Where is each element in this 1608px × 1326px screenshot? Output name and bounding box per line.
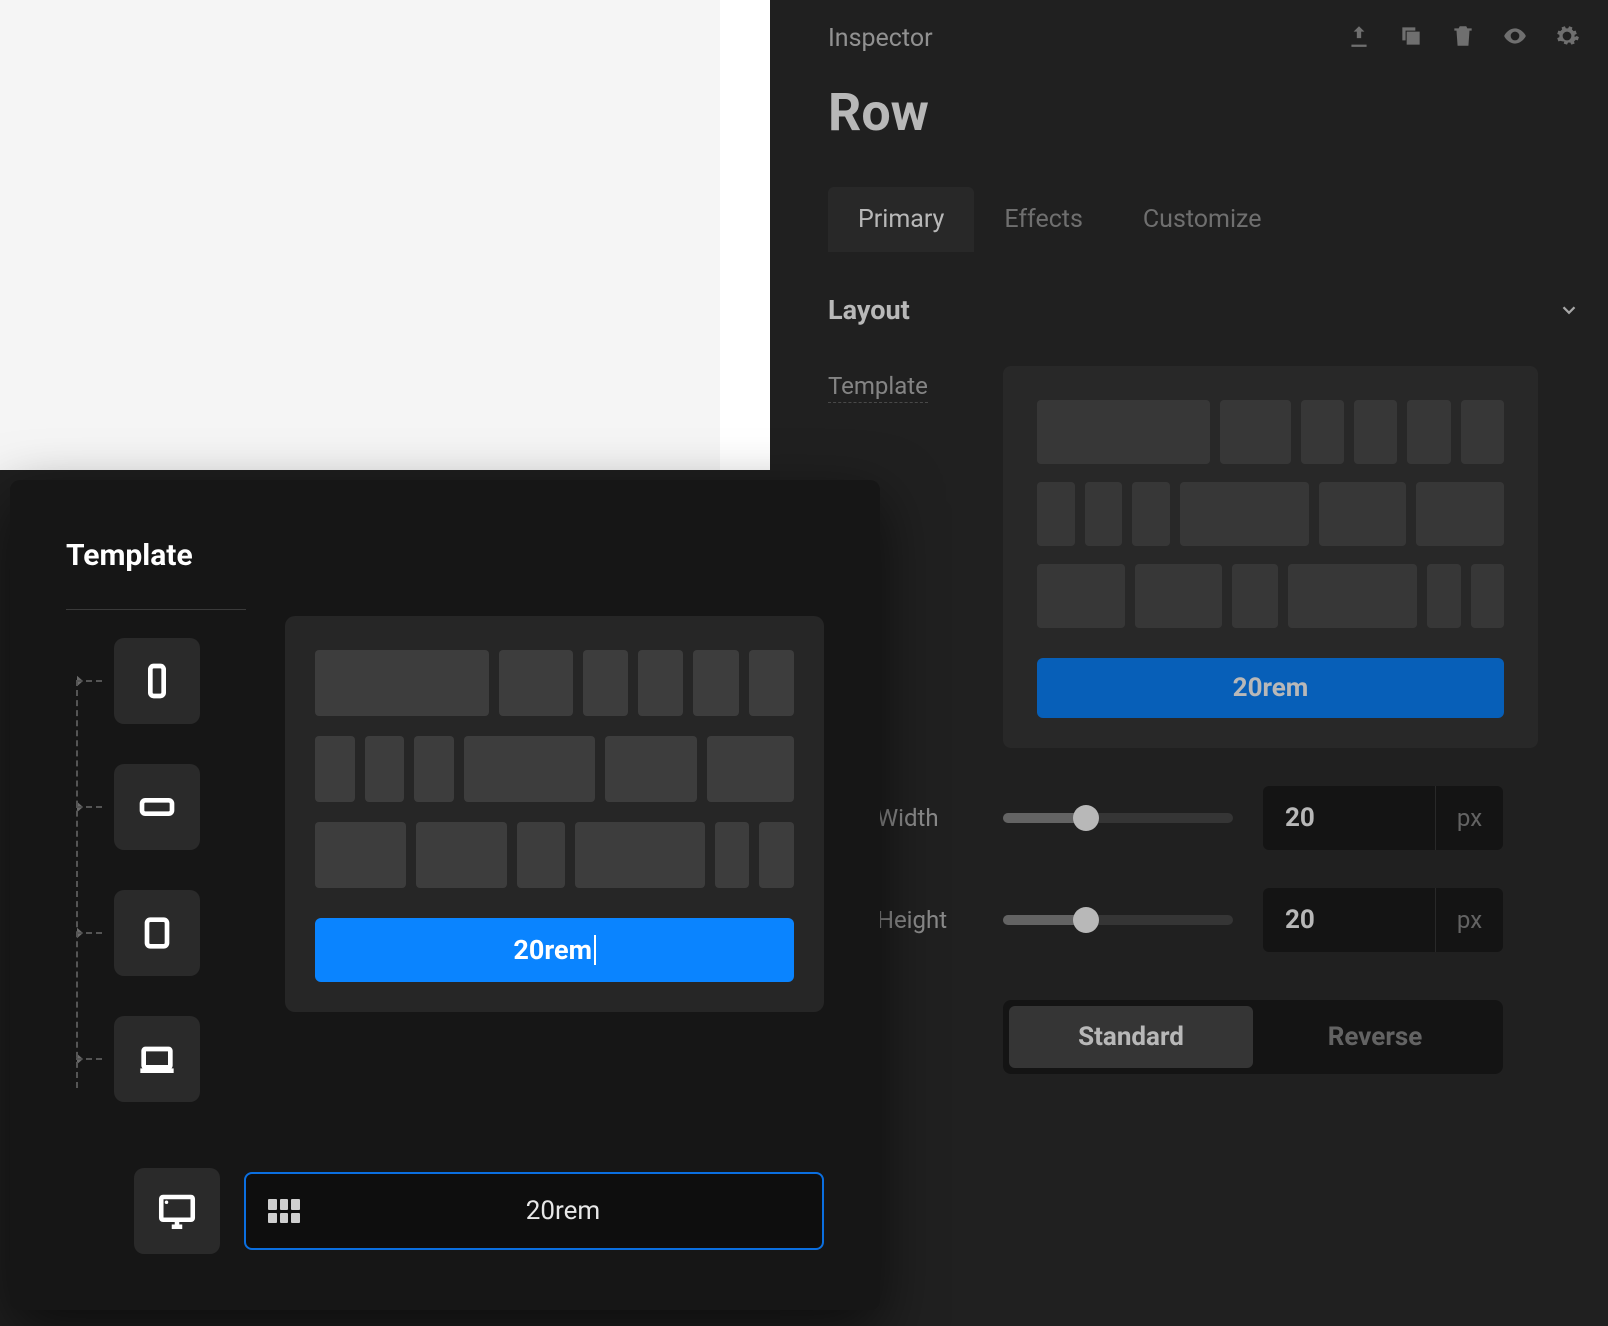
template-cell [315,650,488,716]
template-cell [416,822,507,888]
template-cell [1037,482,1075,546]
template-cell [638,650,683,716]
template-cell [464,736,595,802]
device-laptop[interactable] [114,1016,200,1102]
template-preview[interactable]: 20rem [1003,366,1538,748]
template-cell [693,650,738,716]
gap-height-value: 20 [1263,905,1435,935]
tab-primary[interactable]: Primary [828,187,974,252]
template-cell [1085,482,1123,546]
template-cell [575,822,705,888]
template-cell [605,736,697,802]
template-cell [315,822,406,888]
layout-section: Layout Template 20rem Gap Width 20 px Ga… [828,294,1580,1074]
popup-divider [66,609,246,610]
template-popup: Template [10,480,880,1310]
tab-customize[interactable]: Customize [1113,187,1292,252]
template-cell [365,736,404,802]
template-cell [1427,564,1460,628]
popup-template-preview[interactable]: 20rem [285,616,824,1012]
template-cell [1301,400,1344,464]
template-cell [715,822,750,888]
template-cell [1132,482,1170,546]
popup-template-value: 20rem [315,918,794,982]
inspector-heading: Inspector [828,24,933,53]
template-cell [1037,564,1125,628]
template-label: Template [828,366,928,403]
canvas-area [0,0,770,470]
move-up-icon[interactable] [1346,23,1372,53]
device-phone-landscape[interactable] [114,764,200,850]
gap-width-input[interactable]: 20 px [1263,786,1503,850]
direction-reverse[interactable]: Reverse [1253,1006,1497,1068]
template-cell [707,736,794,802]
inspector-toolbar [1346,23,1580,53]
element-name: Row [828,82,1580,143]
inspector-panel: Inspector Row Primary Effects Customize … [780,0,1608,1326]
popup-title: Template [66,538,824,573]
device-connector-line [76,680,78,1088]
template-cell [759,822,794,888]
current-template-value[interactable]: 20rem [244,1172,824,1250]
layout-section-title: Layout [828,294,910,326]
inspector-tabs: Primary Effects Customize [828,187,1580,252]
template-value: 20rem [1037,658,1504,718]
template-cell [315,736,354,802]
direction-standard[interactable]: Standard [1009,1006,1253,1068]
template-cell [499,650,573,716]
gap-width-unit[interactable]: px [1435,786,1503,850]
trash-icon[interactable] [1450,23,1476,53]
device-phone-portrait[interactable] [114,638,200,724]
device-tablet-portrait[interactable] [114,890,200,976]
template-cell [749,650,794,716]
gap-height-input[interactable]: 20 px [1263,888,1503,952]
template-cell [1416,482,1504,546]
tab-effects[interactable]: Effects [974,187,1113,252]
gap-height-unit[interactable]: px [1435,888,1503,952]
template-cell [1220,400,1291,464]
canvas-edge [720,0,770,470]
template-cell [1135,564,1223,628]
gear-icon[interactable] [1554,23,1580,53]
grid-icon [268,1199,300,1223]
template-cell [1461,400,1504,464]
current-value-text: 20rem [326,1196,800,1226]
eye-icon[interactable] [1502,23,1528,53]
template-cell [1407,400,1450,464]
chevron-down-icon[interactable] [1558,299,1580,321]
gap-width-slider[interactable] [1003,813,1233,823]
text-caret [594,935,596,965]
device-breakpoints [66,616,245,1140]
template-cell [1037,400,1210,464]
template-cell [1180,482,1309,546]
device-desktop[interactable] [134,1168,220,1254]
template-cell [1354,400,1397,464]
template-cell [517,822,565,888]
template-cell [1471,564,1504,628]
direction-toggle: Standard Reverse [1003,1000,1503,1074]
template-cell [583,650,628,716]
template-cell [1232,564,1278,628]
duplicate-icon[interactable] [1398,23,1424,53]
gap-width-value: 20 [1263,803,1435,833]
template-cell [1288,564,1417,628]
gap-height-slider[interactable] [1003,915,1233,925]
template-cell [414,736,453,802]
template-cell [1319,482,1407,546]
